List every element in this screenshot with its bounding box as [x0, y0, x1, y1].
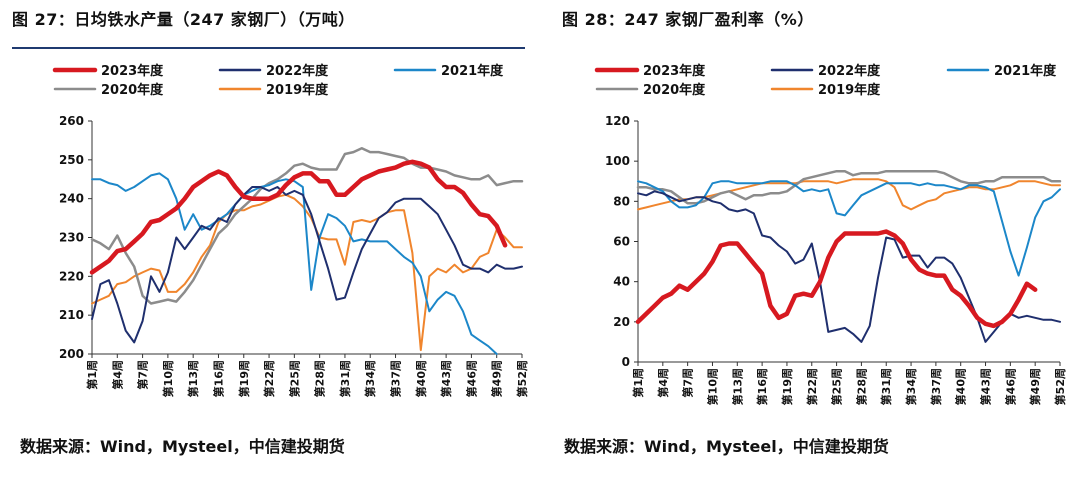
- legend-label: 2021年度: [994, 63, 1057, 79]
- x-tick-label: 第25周: [830, 368, 844, 405]
- x-tick-label: 第49周: [490, 360, 504, 397]
- chart-panel-iron-output: 图 27：日均铁水产量（247 家钢厂）（万吨） 200 210 220 230 240…: [12, 10, 529, 456]
- source-note: 数据来源：Wind，Mysteel，中信建投期货: [20, 437, 345, 456]
- x-tick-label: 第31周: [879, 368, 893, 405]
- x-tick-label: 第28周: [313, 360, 327, 397]
- series-line-2023: [635, 229, 1038, 329]
- x-tick-label: 第10周: [705, 368, 719, 405]
- y-tick-label: 20: [613, 315, 630, 329]
- legend-label: 2019年度: [266, 82, 329, 98]
- x-tick-label: 第31周: [338, 360, 352, 397]
- y-tick-label: 60: [613, 235, 630, 249]
- y-tick-label: 260: [59, 114, 84, 128]
- y-tick-label: 40: [613, 275, 630, 289]
- x-tick-label: 第22周: [262, 360, 276, 397]
- x-tick-label: 第37周: [929, 368, 943, 405]
- x-tick-label: 第40周: [954, 368, 968, 405]
- series-line-2021: [637, 180, 1061, 277]
- chart-panel-profit-rate: 图 28：247 家钢厂盈利率（%） 0 20 40 60 80 100 120 第1周 第4周…: [540, 0, 1080, 479]
- x-tick-label: 第4周: [110, 360, 124, 390]
- x-tick-label: 第46周: [1003, 368, 1017, 405]
- x-tick-label: 第7周: [136, 360, 150, 390]
- x-tick-label: 第16周: [211, 360, 225, 397]
- x-tick-label: 第22周: [805, 368, 819, 405]
- x-tick-label: 第40周: [414, 360, 428, 397]
- title-rule: [12, 47, 525, 49]
- series-line-2021: [91, 172, 498, 355]
- x-tick-label: 第28周: [854, 368, 868, 405]
- x-tick-label: 第1周: [631, 368, 645, 398]
- series-line-2019: [91, 193, 523, 352]
- chart-title: 图 28：247 家钢厂盈利率（%）: [562, 10, 814, 29]
- y-tick-label: 250: [59, 153, 84, 167]
- legend-label: 2019年度: [818, 82, 881, 98]
- legend-label: 2020年度: [101, 82, 164, 98]
- legend-label: 2022年度: [818, 63, 881, 79]
- legend-label: 2022年度: [266, 63, 329, 79]
- y-tick-label: 120: [605, 114, 630, 128]
- legend-label: 2023年度: [101, 63, 164, 79]
- x-tick-label: 第43周: [439, 360, 453, 397]
- series-line-2023: [89, 159, 508, 275]
- y-tick-label: 230: [59, 231, 84, 245]
- x-tick-label: 第25周: [287, 360, 301, 397]
- x-tick-label: 第49周: [1028, 368, 1042, 405]
- profit-rate-line-chart: 0 20 40 60 80 100 120 第1周 第4周 第7周 第10周 第13周 第16周 第19周…: [594, 63, 1067, 405]
- x-tick-label: 第34周: [904, 368, 918, 405]
- x-tick-label: 第19周: [780, 368, 794, 405]
- y-tick-label: 220: [59, 269, 84, 283]
- x-tick-label: 第10周: [161, 360, 175, 397]
- y-tick-label: 200: [59, 347, 84, 361]
- y-tick-label: 80: [613, 194, 630, 208]
- y-tick-label: 210: [59, 308, 84, 322]
- x-tick-label: 第34周: [363, 360, 377, 397]
- x-tick-label: 第52周: [515, 360, 529, 397]
- y-tick-label: 100: [605, 154, 630, 168]
- x-tick-label: 第13周: [730, 368, 744, 405]
- x-tick-label: 第19周: [237, 360, 251, 397]
- x-tick-label: 第52周: [1053, 368, 1067, 405]
- x-tick-label: 第1周: [85, 360, 99, 390]
- x-tick-label: 第46周: [464, 360, 478, 397]
- x-tick-label: 第13周: [186, 360, 200, 397]
- legend-label: 2021年度: [441, 63, 504, 79]
- y-tick-label: 240: [59, 192, 84, 206]
- x-tick-label: 第37周: [389, 360, 403, 397]
- series-line-2022: [91, 186, 523, 344]
- legend-label: 2023年度: [643, 63, 706, 79]
- series-line-2022: [637, 190, 1061, 343]
- x-tick-label: 第43周: [979, 368, 993, 405]
- x-tick-label: 第4周: [656, 368, 670, 398]
- x-tick-label: 第16周: [755, 368, 769, 405]
- source-note: 数据来源：Wind，Mysteel，中信建投期货: [564, 437, 889, 456]
- legend-label: 2020年度: [643, 82, 706, 98]
- y-tick-label: 0: [622, 355, 630, 369]
- series-line-2020: [90, 146, 524, 305]
- x-tick-label: 第7周: [681, 368, 695, 398]
- chart-title: 图 27：日均铁水产量（247 家钢厂）（万吨）: [12, 10, 355, 29]
